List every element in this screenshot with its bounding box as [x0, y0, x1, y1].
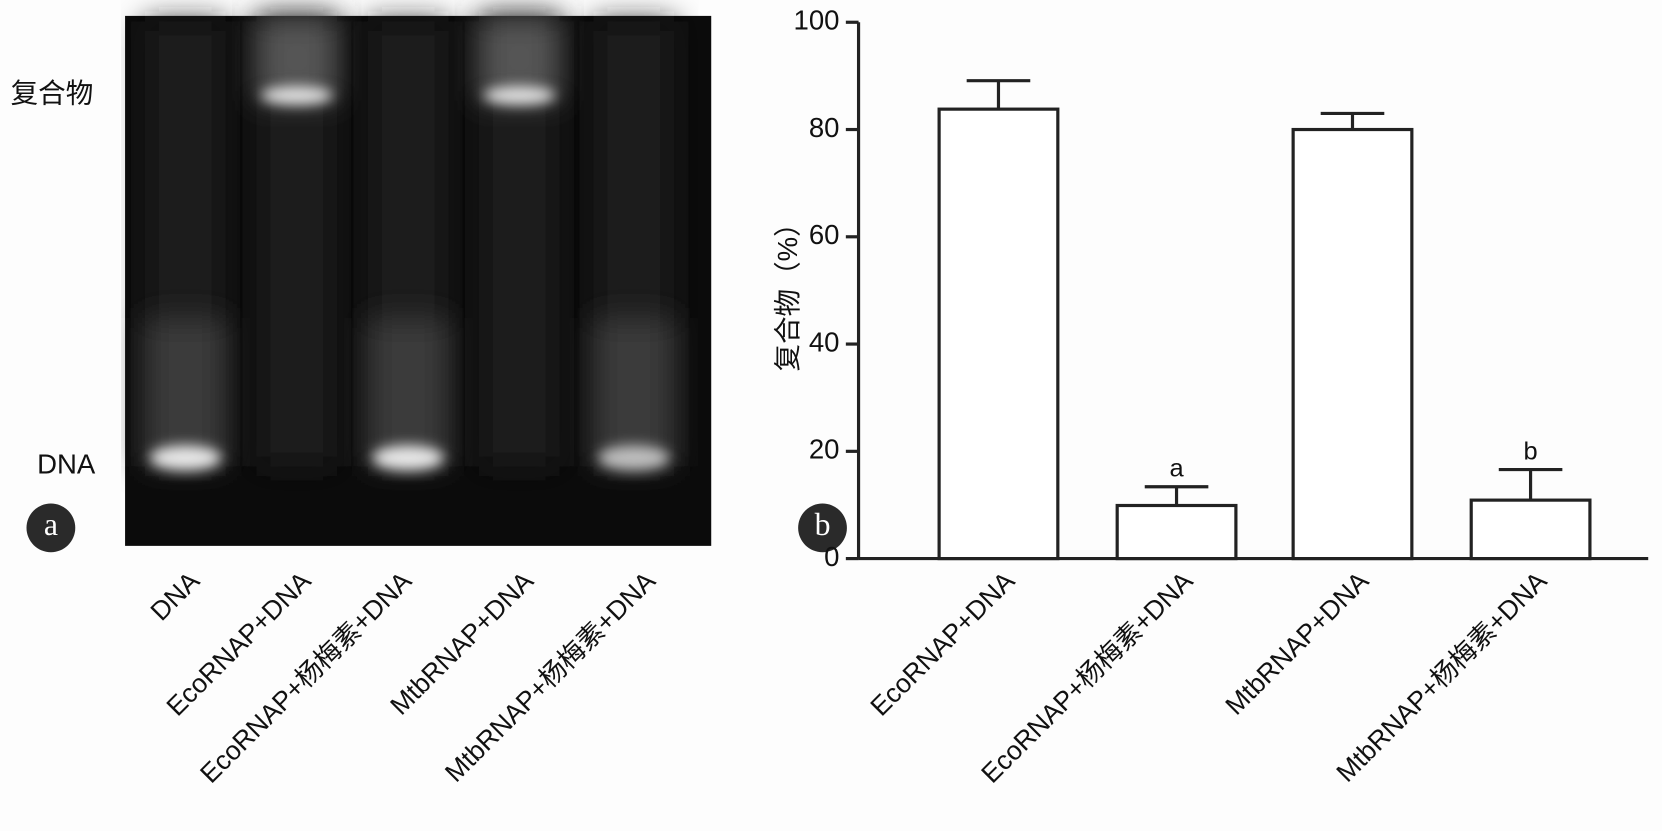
band-label: DNA: [37, 449, 96, 480]
panel-badge: [26, 503, 76, 553]
dna-band: [372, 445, 445, 471]
bar: [1291, 127, 1414, 561]
dna-band: [597, 445, 670, 471]
panel-label: b: [815, 507, 831, 542]
complex-band: [483, 85, 556, 105]
y-tick-label: 20: [809, 434, 840, 465]
gel-bands: [145, 15, 675, 471]
annotation: b: [1523, 437, 1537, 465]
panel-label: a: [44, 507, 58, 542]
dna-glow: [593, 317, 675, 467]
y-tick-label: 100: [794, 5, 840, 36]
y-tick-label: 40: [809, 326, 840, 357]
bar: [937, 107, 1060, 561]
y-tick-label: 60: [809, 219, 840, 250]
dna-glow: [145, 317, 226, 467]
bar: [1115, 503, 1238, 561]
bar: [1469, 498, 1592, 561]
y-axis-label: 复合物（%）: [772, 209, 803, 371]
dna-band: [149, 445, 222, 471]
y-tick-label: 0: [824, 541, 839, 572]
dna-glow: [367, 317, 449, 467]
band-label: 复合物: [11, 78, 94, 109]
annotation: a: [1169, 454, 1184, 482]
complex-band: [260, 85, 333, 105]
panel-badge: [798, 503, 847, 553]
y-tick-label: 80: [809, 112, 840, 143]
